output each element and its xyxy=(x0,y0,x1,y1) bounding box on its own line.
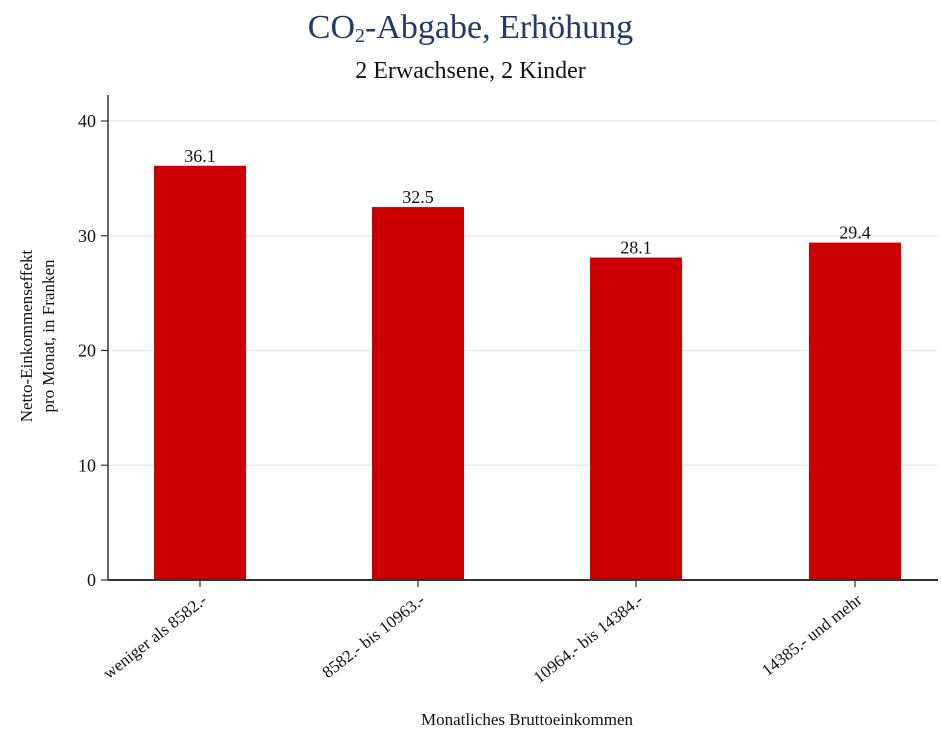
value-labels: 36.1 32.5 28.1 29.4 xyxy=(184,146,871,258)
x-tick-labels: weniger als 8582.- 8582.- bis 10963.- 1096… xyxy=(99,590,865,687)
y-tick-label: 0 xyxy=(87,570,96,590)
axes xyxy=(101,95,938,587)
x-tick-label: weniger als 8582.- xyxy=(99,590,210,683)
bar xyxy=(590,257,682,580)
bar-value-label: 32.5 xyxy=(402,187,434,207)
bar-value-label: 28.1 xyxy=(620,238,652,258)
bars xyxy=(154,165,901,580)
bar xyxy=(372,207,464,580)
bar-value-label: 29.4 xyxy=(839,223,871,243)
y-axis-label-line2: pro Monat, in Franken xyxy=(39,259,58,412)
title-co: CO xyxy=(307,9,356,46)
bar xyxy=(154,165,246,580)
y-tick-label: 40 xyxy=(78,111,96,131)
x-axis-label: Monatliches Bruttoeinkommen xyxy=(421,710,633,729)
y-tick-label: 20 xyxy=(78,341,96,361)
x-tick-label: 10964.- bis 14384.- xyxy=(530,590,647,687)
title-subscript: 2 xyxy=(355,25,366,47)
y-tick-label: 30 xyxy=(78,226,96,246)
y-tick-label: 10 xyxy=(78,455,96,475)
chart-subtitle: 2 Erwachsene, 2 Kinder xyxy=(355,58,586,84)
y-tick-labels: 0 10 20 30 40 xyxy=(78,111,96,590)
chart-title: CO2-Abgabe, Erhöhung xyxy=(0,8,941,56)
x-tick-label: 8582.- bis 10963.- xyxy=(319,590,429,682)
y-axis-label-line1: Netto-Einkommenseffekt xyxy=(17,249,36,422)
bar-value-label: 36.1 xyxy=(184,146,216,166)
gridlines xyxy=(108,120,938,466)
x-tick-label: 14385.- und mehr xyxy=(758,590,866,680)
title-rest: -Abgabe, Erhöhung xyxy=(365,9,634,46)
bar xyxy=(809,242,901,580)
